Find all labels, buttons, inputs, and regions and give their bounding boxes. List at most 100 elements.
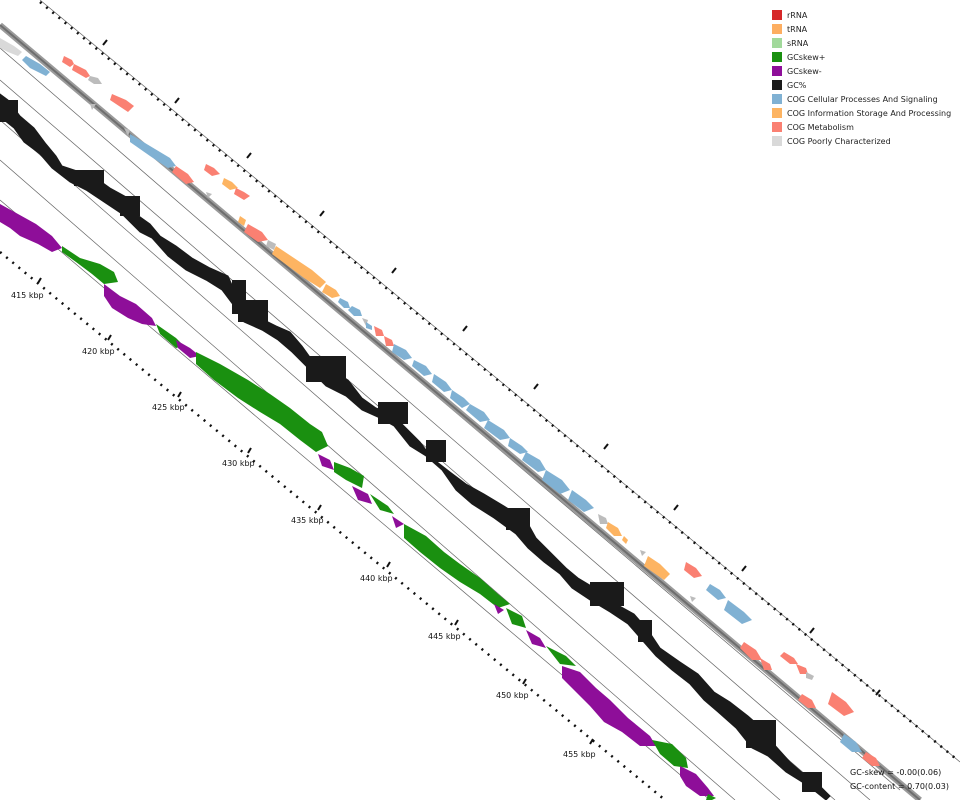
gc-skew-positive bbox=[706, 794, 716, 800]
cog-metabolism-feature bbox=[684, 562, 702, 578]
cog-info-storage-feature bbox=[644, 556, 670, 580]
gc-skew-track bbox=[0, 204, 716, 800]
cog-metabolism-feature bbox=[740, 642, 762, 660]
cog-info-storage-feature bbox=[222, 178, 238, 190]
legend-swatch bbox=[772, 122, 782, 132]
legend-label: sRNA bbox=[787, 38, 809, 48]
legend-label: GCskew- bbox=[787, 66, 822, 76]
outer-major-tick bbox=[533, 383, 539, 390]
cog-cellular-feature bbox=[542, 470, 570, 494]
gc-spike bbox=[306, 356, 346, 382]
gc-stats: GC-skew = -0.00(0.06) GC-content = 0.70(… bbox=[850, 766, 949, 794]
outer-tick-ring bbox=[39, 1, 956, 759]
cog-cellular-feature bbox=[348, 306, 362, 316]
legend-item-cog-metabolism: COG Metabolism bbox=[772, 120, 951, 134]
gc-spike bbox=[74, 170, 104, 186]
gc-skew-negative bbox=[562, 666, 656, 746]
cog-cellular-feature bbox=[392, 344, 412, 360]
gc-skew-positive bbox=[404, 524, 510, 608]
gc-skew-negative bbox=[104, 284, 156, 326]
guide-line-inner-3 bbox=[0, 159, 736, 800]
cog-unclassified-feature bbox=[206, 192, 212, 198]
cog-metabolism-feature bbox=[780, 652, 798, 664]
gc-skew-positive bbox=[334, 462, 364, 488]
cog-cellular-feature bbox=[522, 452, 546, 472]
outer-major-tick bbox=[875, 689, 881, 696]
gc-skew-positive bbox=[546, 646, 576, 666]
cog-features bbox=[0, 38, 880, 766]
cog-unclassified-feature bbox=[806, 672, 814, 680]
legend-swatch bbox=[772, 52, 782, 62]
cog-metabolism-feature bbox=[172, 166, 194, 184]
cog-info-storage-feature bbox=[622, 536, 628, 544]
legend-item-gcskew-minus: GCskew- bbox=[772, 64, 951, 78]
gc-skew-positive bbox=[506, 608, 526, 628]
legend: rRNA tRNA sRNA GCskew+ GCskew- GC% COG C… bbox=[772, 8, 951, 148]
gc-skew-positive bbox=[196, 352, 328, 452]
inner-major-tick bbox=[522, 678, 527, 685]
cog-metabolism-feature bbox=[828, 692, 854, 716]
cog-cellular-feature bbox=[724, 600, 752, 624]
guide-line-inner-2 bbox=[0, 119, 781, 800]
legend-label: tRNA bbox=[787, 24, 808, 34]
outer-major-tick bbox=[809, 627, 815, 634]
legend-item-cog-info-storage: COG Information Storage And Processing bbox=[772, 106, 951, 120]
gc-skew-negative bbox=[176, 340, 200, 358]
inner-major-tick bbox=[37, 277, 42, 284]
legend-item-rrna: rRNA bbox=[772, 8, 951, 22]
inner-major-tick bbox=[247, 447, 252, 454]
cog-metabolism-feature bbox=[72, 64, 90, 78]
scale-label-440: 440 kbp bbox=[360, 574, 393, 583]
gc-spike bbox=[238, 300, 268, 322]
cog-cellular-feature bbox=[484, 420, 510, 440]
inner-major-tick bbox=[454, 619, 459, 626]
cog-cellular-feature bbox=[466, 404, 490, 422]
legend-swatch bbox=[772, 66, 782, 76]
cog-info-storage-feature bbox=[238, 216, 246, 226]
inner-major-tick bbox=[386, 561, 391, 568]
gc-skew-positive bbox=[62, 246, 118, 284]
gc-spike bbox=[120, 196, 140, 216]
outer-major-tick bbox=[246, 152, 252, 159]
cog-metabolism-feature bbox=[798, 694, 816, 708]
scale-label-415: 415 kbp bbox=[11, 291, 44, 300]
cog-unclassified-feature bbox=[266, 240, 276, 250]
scale-label-435: 435 kbp bbox=[291, 516, 324, 525]
cog-cellular-feature bbox=[338, 298, 350, 308]
outer-major-ticks bbox=[102, 39, 881, 696]
cog-poorly-characterized-feature bbox=[0, 38, 22, 56]
legend-label: COG Metabolism bbox=[787, 122, 854, 132]
cog-cellular-feature bbox=[706, 584, 726, 600]
cog-metabolism-feature bbox=[374, 326, 384, 336]
cog-metabolism-feature bbox=[862, 752, 880, 766]
gc-skew-negative bbox=[352, 486, 372, 504]
cog-metabolism-feature bbox=[760, 658, 772, 670]
cog-cellular-feature bbox=[432, 374, 452, 392]
legend-item-cog-poorly-characterized: COG Poorly Characterized bbox=[772, 134, 951, 148]
gc-spike bbox=[590, 582, 624, 606]
cog-info-storage-feature bbox=[606, 522, 622, 536]
cog-cellular-feature bbox=[22, 56, 50, 76]
cog-cellular-feature bbox=[412, 360, 432, 376]
outer-major-tick bbox=[673, 504, 679, 511]
outer-major-tick bbox=[102, 39, 108, 46]
legend-item-gc-percent: GC% bbox=[772, 78, 951, 92]
cog-cellular-feature bbox=[130, 134, 176, 168]
cog-info-storage-feature bbox=[322, 284, 340, 298]
gc-spike bbox=[506, 508, 530, 530]
gc-skew-positive bbox=[652, 740, 688, 768]
legend-swatch bbox=[772, 94, 782, 104]
cog-metabolism-feature bbox=[244, 224, 268, 242]
gc-spike bbox=[378, 402, 408, 424]
cog-info-storage-feature bbox=[272, 246, 326, 288]
guide-line-outer-1 bbox=[39, 0, 960, 763]
legend-swatch bbox=[772, 108, 782, 118]
legend-item-trna: tRNA bbox=[772, 22, 951, 36]
cog-unclassified-feature bbox=[598, 514, 608, 524]
gc-spike bbox=[638, 620, 652, 642]
scale-label-455: 455 kbp bbox=[563, 750, 596, 759]
cog-unclassified-feature bbox=[88, 76, 102, 84]
cog-metabolism-feature bbox=[796, 664, 808, 674]
gc-content-stat: GC-content = 0.70(0.03) bbox=[850, 782, 949, 791]
